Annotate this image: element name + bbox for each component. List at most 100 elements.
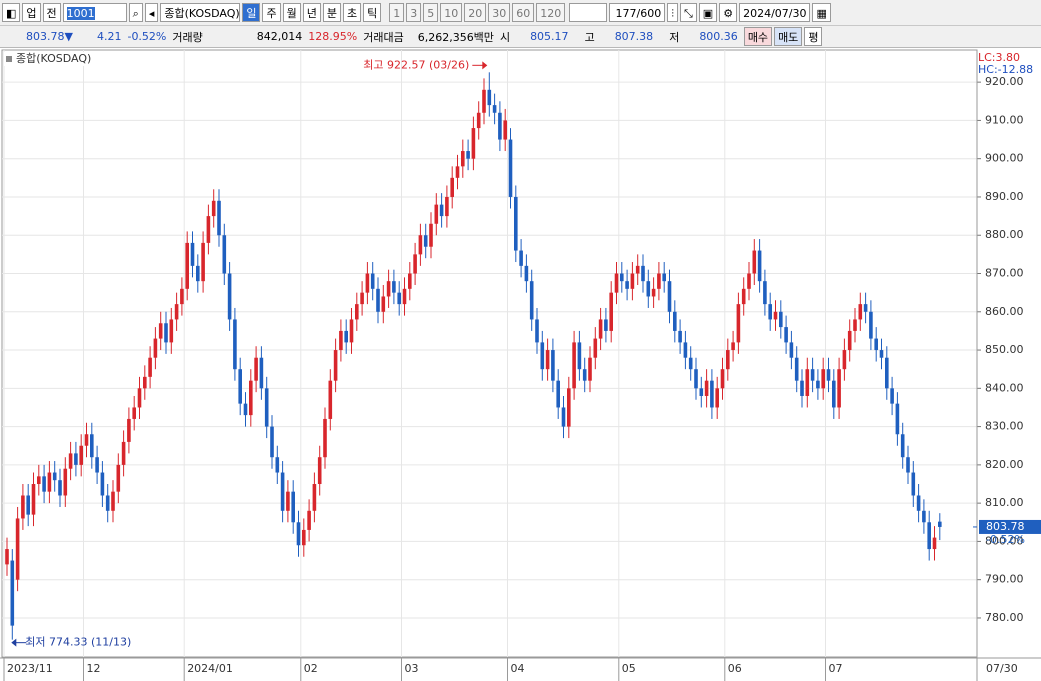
candle-body	[577, 342, 582, 370]
candle-body	[641, 265, 645, 282]
tool-icon[interactable]: ⤡	[679, 3, 697, 22]
interval-button[interactable]: 5	[423, 3, 439, 22]
candle-body	[381, 296, 386, 312]
sound-icon[interactable]: ◂	[144, 3, 159, 22]
candle-body	[752, 250, 757, 274]
interval-button[interactable]: 60	[512, 3, 535, 22]
interval-button[interactable]: 1	[389, 3, 405, 22]
candle-body	[217, 200, 221, 236]
period-tab[interactable]: 년	[302, 3, 321, 22]
count-box: 177/600	[609, 3, 666, 22]
candle-body	[715, 388, 719, 408]
y-tick-label: 850.00	[985, 343, 1024, 356]
candle-body	[529, 281, 534, 320]
candle-body	[895, 403, 900, 435]
volume-ratio: 128.95%	[308, 30, 358, 43]
last-price: 803.78	[986, 520, 1025, 533]
candle-body	[900, 434, 905, 458]
interval-button[interactable]: 10	[440, 3, 463, 22]
tool-icon[interactable]: ⫶	[667, 3, 678, 22]
candle-body	[249, 380, 253, 416]
buy-button[interactable]: 매수	[743, 27, 773, 46]
candle-body	[307, 510, 311, 530]
candle-body	[365, 273, 370, 293]
candle-body	[10, 560, 15, 626]
code-input[interactable]: 1001	[62, 3, 127, 22]
y-tick-label: 830.00	[985, 420, 1024, 433]
period-tab[interactable]: 일	[242, 3, 261, 22]
candle-body	[68, 453, 73, 469]
candle-body	[816, 380, 820, 389]
interval-select[interactable]	[569, 3, 608, 22]
sell-button[interactable]: 매도	[774, 27, 803, 46]
candle-body	[413, 254, 417, 274]
y-tick-label: 820.00	[985, 458, 1024, 471]
candle-body	[657, 273, 661, 289]
interval-button[interactable]: 20	[464, 3, 487, 22]
candle-body	[116, 464, 121, 492]
candle-body	[280, 472, 285, 511]
candle-body	[720, 369, 725, 389]
candle-body	[503, 120, 507, 140]
candle-body	[604, 319, 608, 331]
candle-body	[143, 376, 147, 389]
candle-body	[233, 319, 237, 370]
amount-label: 거래대금	[363, 30, 404, 44]
candle-body	[254, 357, 258, 381]
last-change: -0.52%	[986, 533, 1025, 546]
candle-body	[79, 445, 83, 465]
candle-body	[201, 242, 205, 282]
candle-body	[302, 529, 306, 546]
candle-body	[874, 338, 878, 351]
candle-body	[731, 342, 735, 351]
candle-body	[810, 369, 815, 381]
y-tick-label: 900.00	[985, 152, 1024, 165]
candle-body	[763, 281, 767, 305]
calendar-icon[interactable]: ▦	[812, 3, 831, 22]
interval-button[interactable]: 120	[536, 3, 566, 22]
candle-body	[291, 491, 295, 523]
candle-body	[704, 380, 709, 396]
date-box[interactable]: 2024/07/30	[739, 3, 811, 22]
candle-body	[932, 537, 937, 550]
candle-body	[461, 151, 465, 167]
avg-button[interactable]: 평	[804, 27, 823, 46]
candle-body	[402, 288, 407, 305]
candle-body	[58, 480, 62, 496]
candle-body	[206, 216, 211, 243]
candle-body	[31, 484, 36, 515]
period-tab[interactable]: 분	[322, 3, 341, 22]
candle-body	[514, 196, 518, 251]
candle-body	[922, 510, 926, 523]
candle-body	[938, 521, 942, 527]
legend-box	[4, 52, 104, 66]
save-icon[interactable]: ▣	[698, 3, 718, 22]
candle-body	[180, 288, 184, 305]
y-tick-label: 790.00	[985, 573, 1024, 586]
menu-icon[interactable]: ◧	[2, 3, 21, 22]
volume-label: 거래량	[172, 30, 203, 44]
settings-icon[interactable]: ⚙	[719, 3, 738, 22]
period-tab[interactable]: 틱	[363, 3, 382, 22]
period-tab[interactable]: 초	[342, 3, 362, 22]
candle-body	[747, 273, 751, 289]
search-icon[interactable]: ⌕	[128, 3, 143, 22]
candle-body	[524, 265, 529, 282]
candle-body	[264, 388, 269, 427]
candle-body	[174, 304, 179, 320]
candle-body	[540, 342, 545, 370]
candle-body	[222, 235, 227, 274]
period-tab[interactable]: 주	[262, 3, 281, 22]
candle-body	[646, 281, 651, 297]
prev-button[interactable]: 전	[42, 3, 61, 22]
y-tick-label: 800.00	[985, 534, 1024, 547]
period-tab[interactable]: 월	[282, 3, 301, 22]
market-select[interactable]: 업	[22, 3, 41, 22]
y-tick-label: 780.00	[985, 611, 1024, 624]
candle-body	[196, 265, 200, 282]
interval-button[interactable]: 30	[488, 3, 511, 22]
low-label: 저	[669, 30, 680, 44]
interval-button[interactable]: 3	[406, 3, 422, 22]
candle-body	[869, 311, 873, 339]
